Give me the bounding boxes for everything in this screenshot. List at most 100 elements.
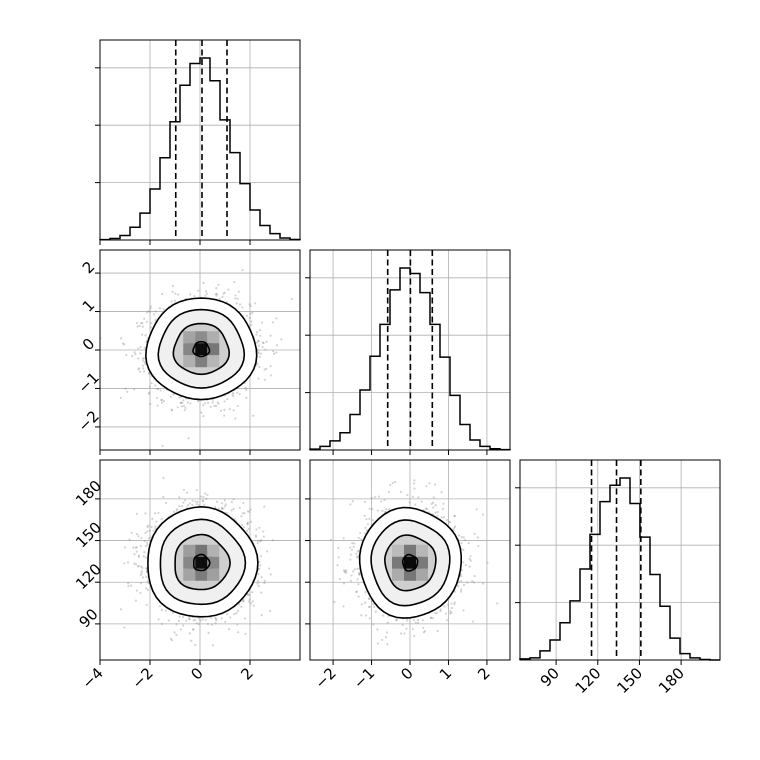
scatter-point [170,300,173,303]
scatter-point [192,619,195,622]
scatter-point [254,302,257,305]
scatter-point [195,502,199,506]
scatter-point [150,322,153,325]
scatter-point [150,526,153,529]
scatter-point [157,618,160,621]
scatter-point [191,499,194,502]
scatter-point [146,543,149,546]
scatter-point [149,326,152,329]
scatter-point [259,539,263,542]
scatter-point [211,401,214,404]
scatter-point [123,626,126,629]
scatter-point [148,529,151,532]
scatter-point [193,618,197,621]
histogram-panel-2 [515,459,721,665]
scatter-point [171,639,174,642]
scatter-point [179,401,182,405]
scatter-point [218,297,221,300]
scatter-point [126,390,129,393]
scatter-point [184,499,187,502]
scatter-point [258,560,261,563]
scatter-point [186,401,189,404]
scatter-point [248,598,251,601]
scatter-point [139,573,142,576]
scatter-point [210,616,213,619]
scatter-point [249,324,253,327]
scatter-point [215,294,218,297]
scatter-point [280,338,283,341]
scatter-point [133,388,136,391]
scatter-point [255,528,258,531]
scatter-point [172,393,175,396]
scatter-point [144,362,147,366]
scatter-point [186,491,189,494]
scatter-point [260,591,263,594]
scatter-point [245,529,249,532]
scatter-point [262,535,266,538]
scatter-point [119,337,123,340]
scatter-point [215,287,218,290]
scatter-point [275,344,279,347]
scatter-point [160,608,163,612]
scatter-point [265,367,268,370]
scatter-point [144,512,147,515]
scatter-point [135,589,138,592]
scatter-point [245,314,249,317]
scatter-point [123,343,126,346]
scatter-point [230,509,233,512]
scatter-point [187,437,190,440]
scatter-point [215,617,218,621]
scatter-point [235,612,238,615]
scatter-point [143,317,146,320]
scatter-point [263,582,266,585]
scatter-point [255,333,258,336]
scatter-point [139,582,143,585]
scatter-point [142,555,145,558]
scatter-point [156,404,159,407]
scatter-point [176,508,179,511]
scatter-point [202,415,205,418]
scatter-point [213,404,216,408]
scatter-point [139,544,142,548]
scatter-point [223,408,226,411]
scatter-point [141,367,145,370]
scatter-point [251,591,254,594]
scatter-point [265,340,268,343]
contour-line [144,297,258,401]
scatter-point [214,404,218,408]
scatter-point [236,297,239,300]
scatter-point [263,368,266,371]
scatter-point [137,564,140,568]
scatter-point [182,488,186,492]
scatter-point [179,628,183,631]
scatter-point [242,600,245,603]
scatter-point [244,386,247,389]
scatter-point [134,599,138,602]
density-panel-1 [95,459,301,665]
scatter-point [144,531,147,535]
scatter-point [269,334,272,337]
scatter-point [137,535,140,538]
scatter-point [161,292,164,296]
scatter-point [155,520,158,523]
scatter-point [257,539,260,543]
density-cell [207,343,220,356]
scatter-point [178,615,181,618]
density-cell [183,343,196,356]
scatter-point [258,365,261,368]
scatter-point [173,631,176,634]
scatter-point [181,615,185,619]
scatter-point [183,409,186,412]
scatter-point [123,562,126,565]
scatter-point [220,507,223,510]
scatter-point [160,517,163,521]
scatter-point [162,496,165,499]
scatter-point [141,576,145,579]
scatter-point [151,517,154,520]
scatter-point [245,388,248,391]
scatter-point [240,515,243,518]
scatter-point [182,404,186,408]
scatter-point [273,352,276,355]
scatter-point [213,505,217,508]
scatter-point [204,290,208,293]
